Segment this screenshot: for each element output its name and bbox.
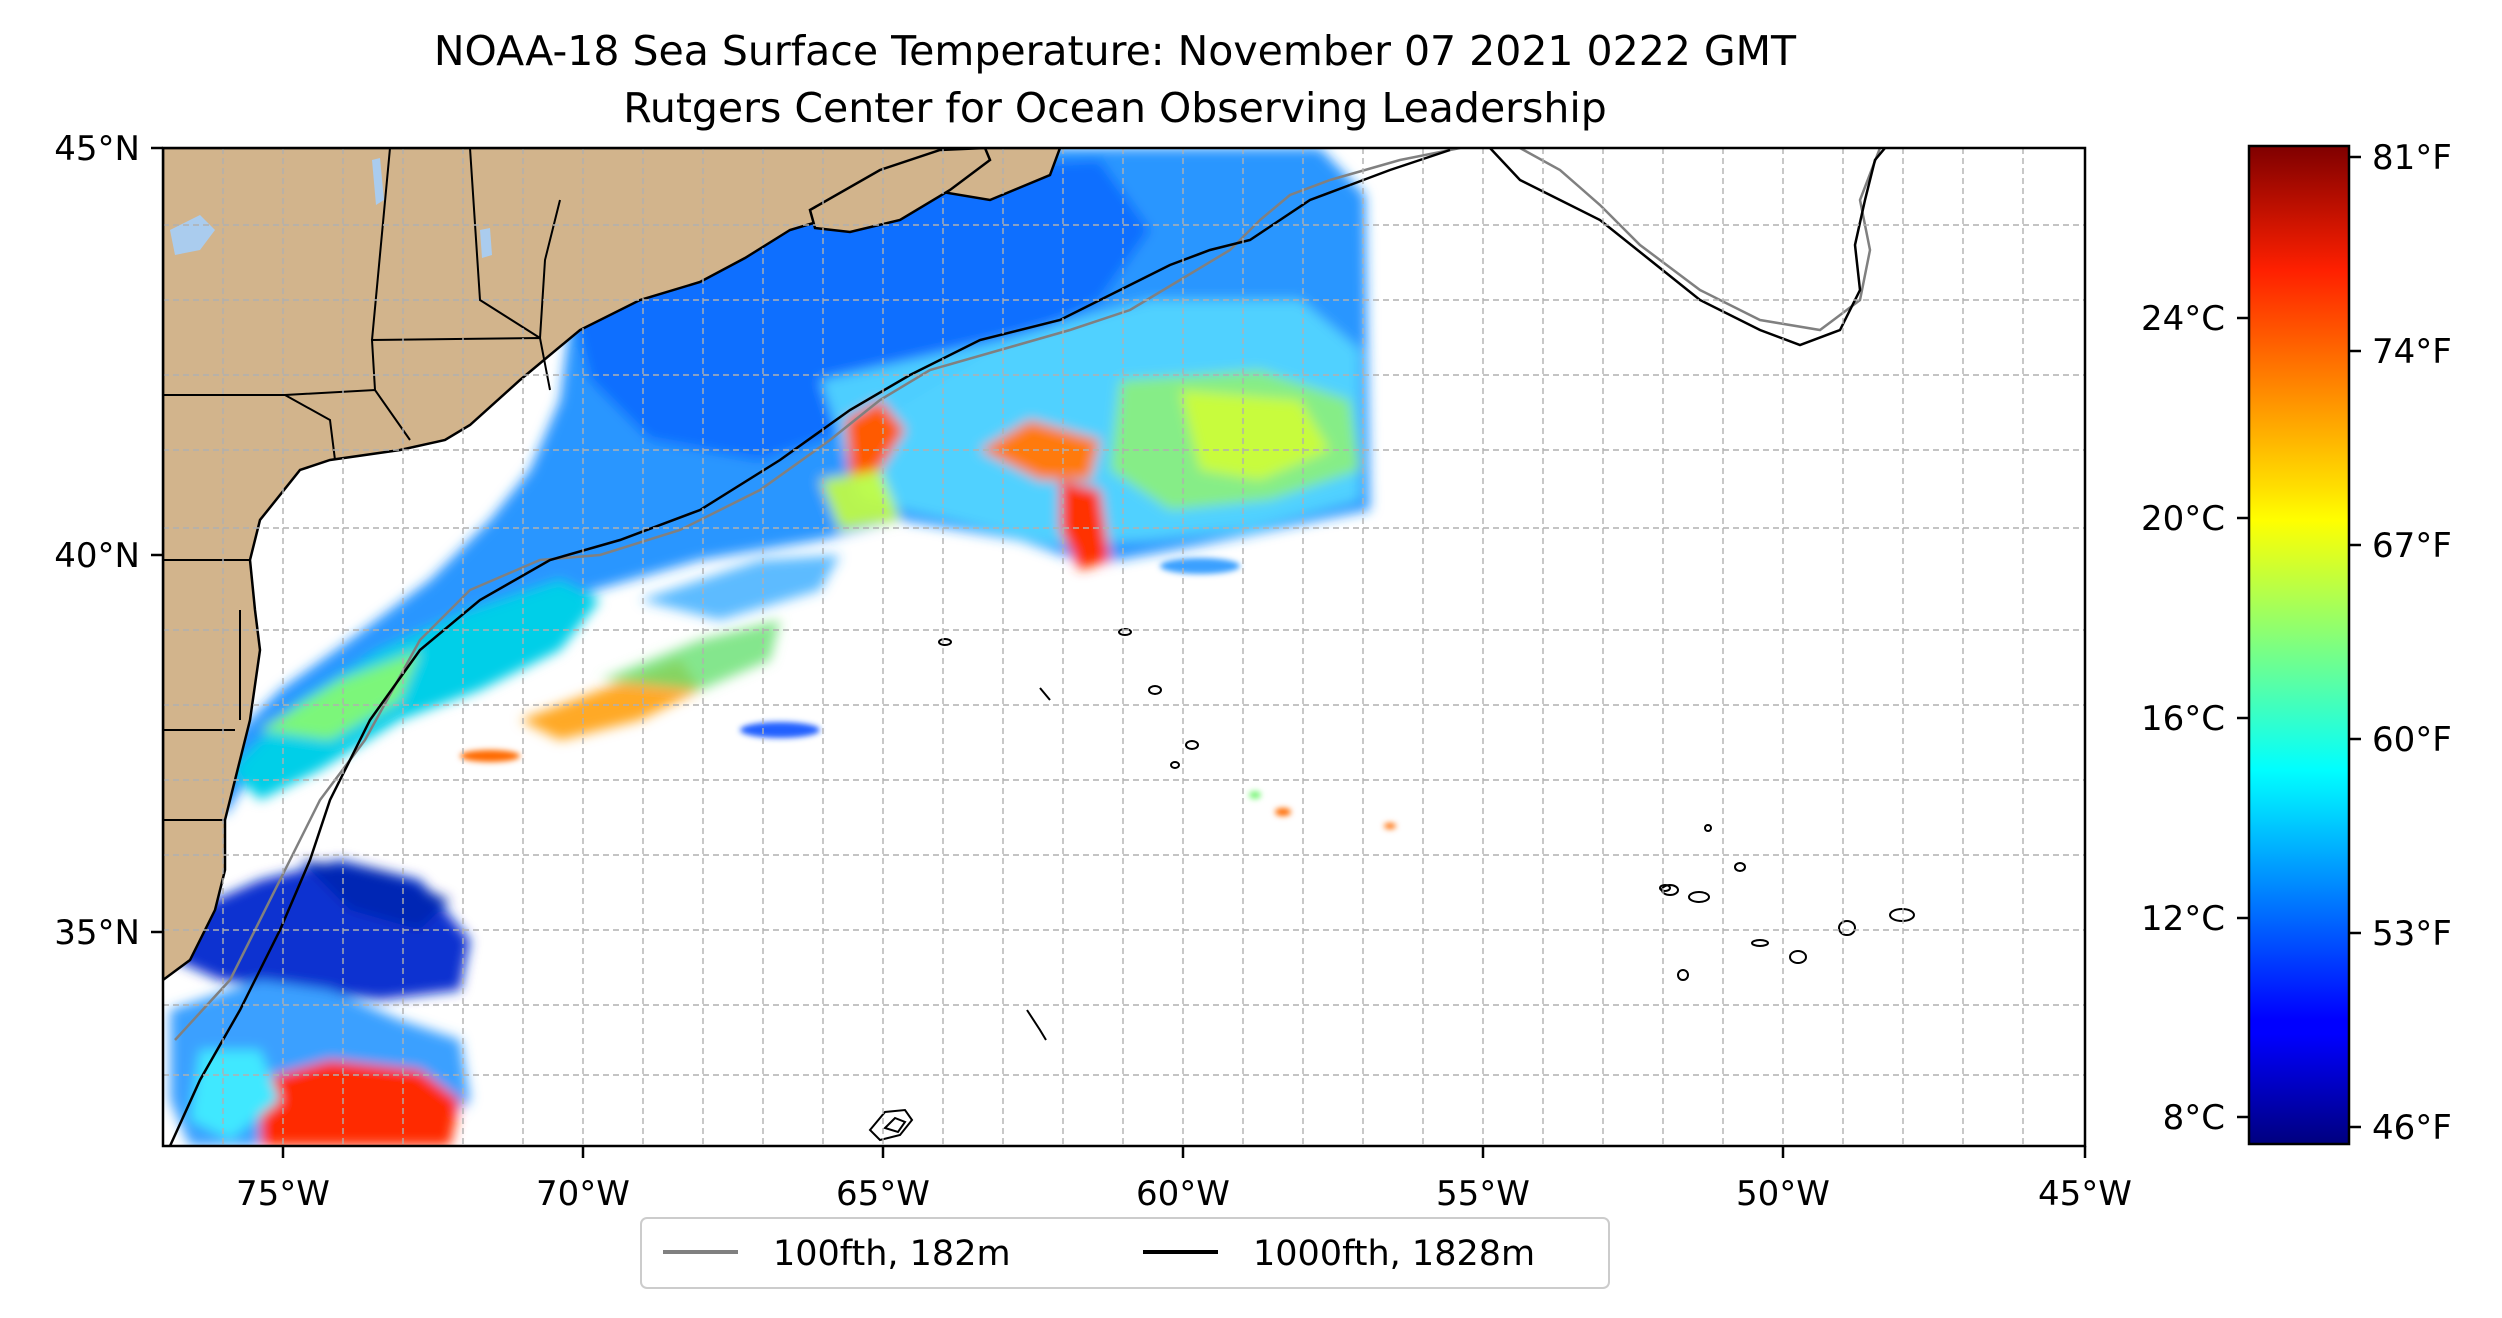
contour-1000fth [168,183,1351,1146]
map-frame [161,146,2087,1148]
colorbar-celsius-tick: 8°C [2163,1098,2225,1138]
figure-title: NOAA-18 Sea Surface Temperature: Novembe… [434,27,1797,75]
colorbar-celsius-tick: 12°C [2141,899,2225,939]
map-panel [163,148,2085,1146]
colorbar-gradient [2247,144,2351,1146]
figure-subtitle: Rutgers Center for Ocean Observing Leade… [623,84,1607,132]
lon-tick-marks [281,1146,2087,1158]
lat-tick-label: 45°N [54,129,140,169]
lon-tick-label: 50°W [1736,1174,1830,1214]
lon-tick-label: 65°W [836,1174,930,1214]
lake [480,228,492,258]
sst-swath [170,148,1370,1146]
lon-tick-label: 45°W [2038,1174,2132,1214]
lon-tick-label: 55°W [1436,1174,1530,1214]
legend-label-1000fth: 1000fth, 1828m [1253,1234,1535,1274]
colorbar-fahrenheit-tick: 46°F [2372,1108,2452,1148]
colorbar-celsius-tick: 20°C [2141,499,2225,539]
lon-tick-label: 70°W [536,1174,630,1214]
sst-specks [460,558,1396,829]
colorbar-fahrenheit-tick-marks [2349,155,2361,1129]
lon-tick-labels: 75°W 70°W 65°W 60°W 55°W 50°W 45°W [236,1174,2132,1214]
lat-tick-label: 35°N [54,913,140,953]
nova-scotia-land [808,148,992,234]
colorbar-celsius-tick: 24°C [2141,299,2225,339]
colorbar-fahrenheit-tick: 60°F [2372,720,2452,760]
lat-tick-marks [151,146,163,934]
contour-100fth-east [1329,148,1882,332]
colorbar-fahrenheit-tick: 53°F [2372,914,2452,954]
lat-tick-label: 40°N [54,536,140,576]
colorbar-celsius-tick-marks [2237,316,2249,1119]
legend-label-100fth: 100fth, 182m [773,1234,1011,1274]
colorbar-fahrenheit-tick: 81°F [2372,138,2452,178]
lon-tick-label: 60°W [1136,1174,1230,1214]
lat-tick-labels: 35°N 40°N 45°N [54,129,140,953]
legend: 100fth, 182m 1000fth, 1828m [640,1217,1610,1289]
colorbar-fahrenheit-tick: 74°F [2372,332,2452,372]
colorbar-fahrenheit-tick: 67°F [2372,526,2452,566]
contour-1000fth-east [1349,148,1886,347]
seamount-contours [868,628,1915,1142]
legend-box [640,1217,1610,1289]
lake [372,158,384,205]
map-gridlines [163,148,2085,1146]
colorbar: 8°C 12°C 16°C 20°C 24°C 46°F 53°F 60°F 6… [2141,138,2452,1148]
state-borders [163,148,561,821]
colorbar-celsius-tick: 16°C [2141,699,2225,739]
lon-tick-label: 75°W [236,1174,330,1214]
